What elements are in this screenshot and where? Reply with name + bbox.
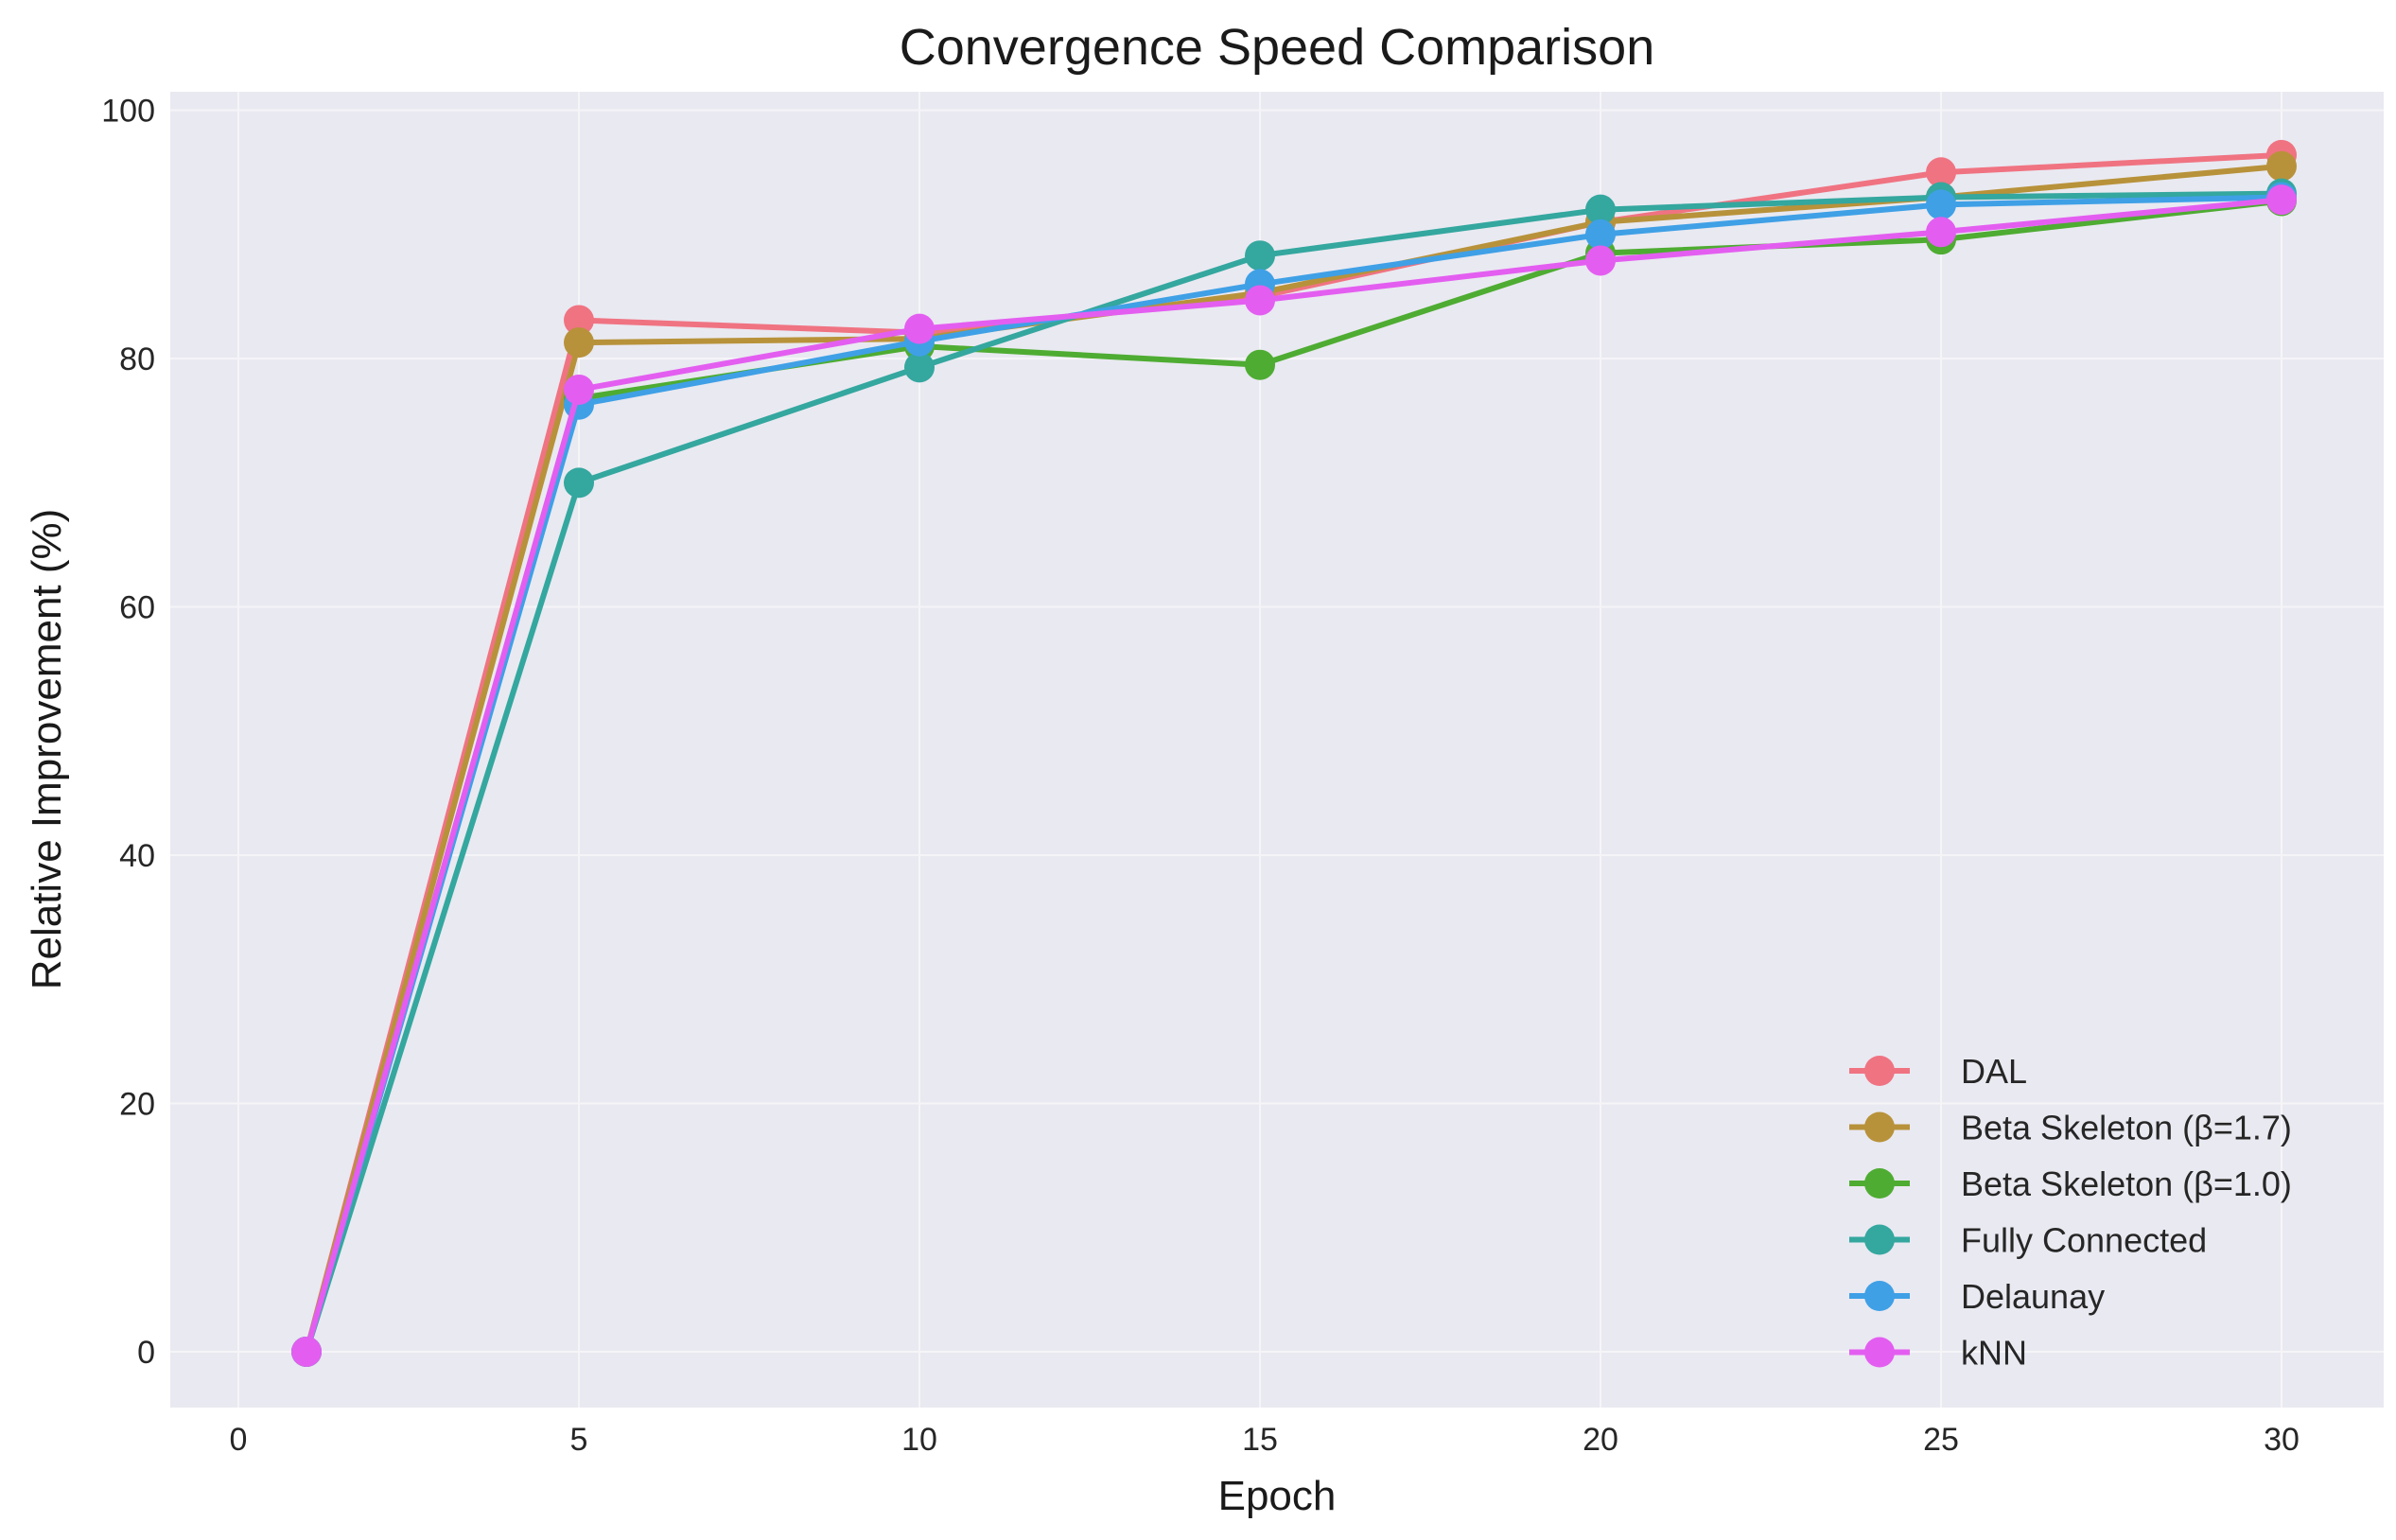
y-tick-label: 60 bbox=[119, 590, 155, 626]
series-layer bbox=[291, 139, 2297, 1367]
data-point bbox=[904, 352, 935, 383]
legend-item: Fully Connected bbox=[1849, 1221, 2207, 1260]
plot-area bbox=[170, 92, 2384, 1408]
x-tick-label: 0 bbox=[230, 1422, 248, 1458]
data-point bbox=[1585, 194, 1616, 225]
data-point bbox=[291, 1336, 322, 1367]
x-tick-label: 30 bbox=[2264, 1422, 2300, 1458]
y-ticks: 0 20 40 60 80 100 bbox=[101, 94, 155, 1371]
data-point bbox=[1926, 157, 1956, 188]
legend-item: Beta Skeleton (β=1.7) bbox=[1849, 1109, 2292, 1147]
chart-title: Convergence Speed Comparison bbox=[900, 19, 1654, 76]
legend-label: Beta Skeleton (β=1.0) bbox=[1961, 1164, 2292, 1203]
x-tick-label: 5 bbox=[570, 1422, 588, 1458]
data-point bbox=[1245, 240, 1275, 271]
y-tick-label: 100 bbox=[101, 94, 155, 130]
x-tick-label: 20 bbox=[1583, 1422, 1618, 1458]
legend-label: Fully Connected bbox=[1961, 1221, 2207, 1260]
legend-marker bbox=[1864, 1168, 1895, 1199]
y-tick-label: 80 bbox=[119, 341, 155, 377]
x-tick-label: 15 bbox=[1242, 1422, 1278, 1458]
x-ticks: 0 5 10 15 20 25 30 bbox=[230, 1422, 2300, 1458]
legend-item: Beta Skeleton (β=1.0) bbox=[1849, 1164, 2292, 1203]
y-tick-label: 0 bbox=[137, 1335, 155, 1371]
legend-item: Delaunay bbox=[1849, 1277, 2105, 1316]
legend-marker bbox=[1864, 1111, 1895, 1143]
legend-label: DAL bbox=[1961, 1052, 2027, 1091]
data-point bbox=[1585, 219, 1616, 250]
legend-marker bbox=[1864, 1281, 1895, 1311]
data-point bbox=[564, 374, 594, 405]
data-point bbox=[1585, 245, 1616, 276]
data-point bbox=[1245, 349, 1275, 380]
data-point bbox=[2266, 150, 2297, 182]
data-point bbox=[904, 313, 935, 344]
legend-label: Delaunay bbox=[1961, 1277, 2105, 1316]
data-point bbox=[1926, 189, 1956, 220]
legend-label: kNN bbox=[1961, 1334, 2027, 1373]
data-point bbox=[564, 305, 594, 336]
x-tick-label: 10 bbox=[901, 1422, 937, 1458]
legend-marker bbox=[1864, 1056, 1895, 1086]
data-point bbox=[564, 467, 594, 499]
data-point bbox=[564, 327, 594, 359]
legend-marker bbox=[1864, 1337, 1895, 1368]
y-tick-label: 20 bbox=[119, 1086, 155, 1122]
data-point bbox=[1926, 217, 1956, 248]
x-axis-label: Epoch bbox=[1218, 1473, 1337, 1519]
legend-label: Beta Skeleton (β=1.7) bbox=[1961, 1109, 2292, 1147]
y-tick-label: 40 bbox=[119, 838, 155, 874]
x-tick-label: 25 bbox=[1923, 1422, 1959, 1458]
data-point bbox=[1245, 285, 1275, 316]
legend: DAL Beta Skeleton (β=1.7) Beta Skeleton (β… bbox=[1849, 1052, 2292, 1373]
legend-item: kNN bbox=[1849, 1334, 2027, 1373]
grid bbox=[170, 92, 2384, 1408]
series-5 bbox=[291, 184, 2297, 1367]
legend-marker bbox=[1864, 1224, 1895, 1255]
y-axis-label: Relative Improvement (%) bbox=[24, 509, 70, 990]
data-point bbox=[2266, 184, 2297, 216]
legend-item: DAL bbox=[1849, 1052, 2027, 1091]
